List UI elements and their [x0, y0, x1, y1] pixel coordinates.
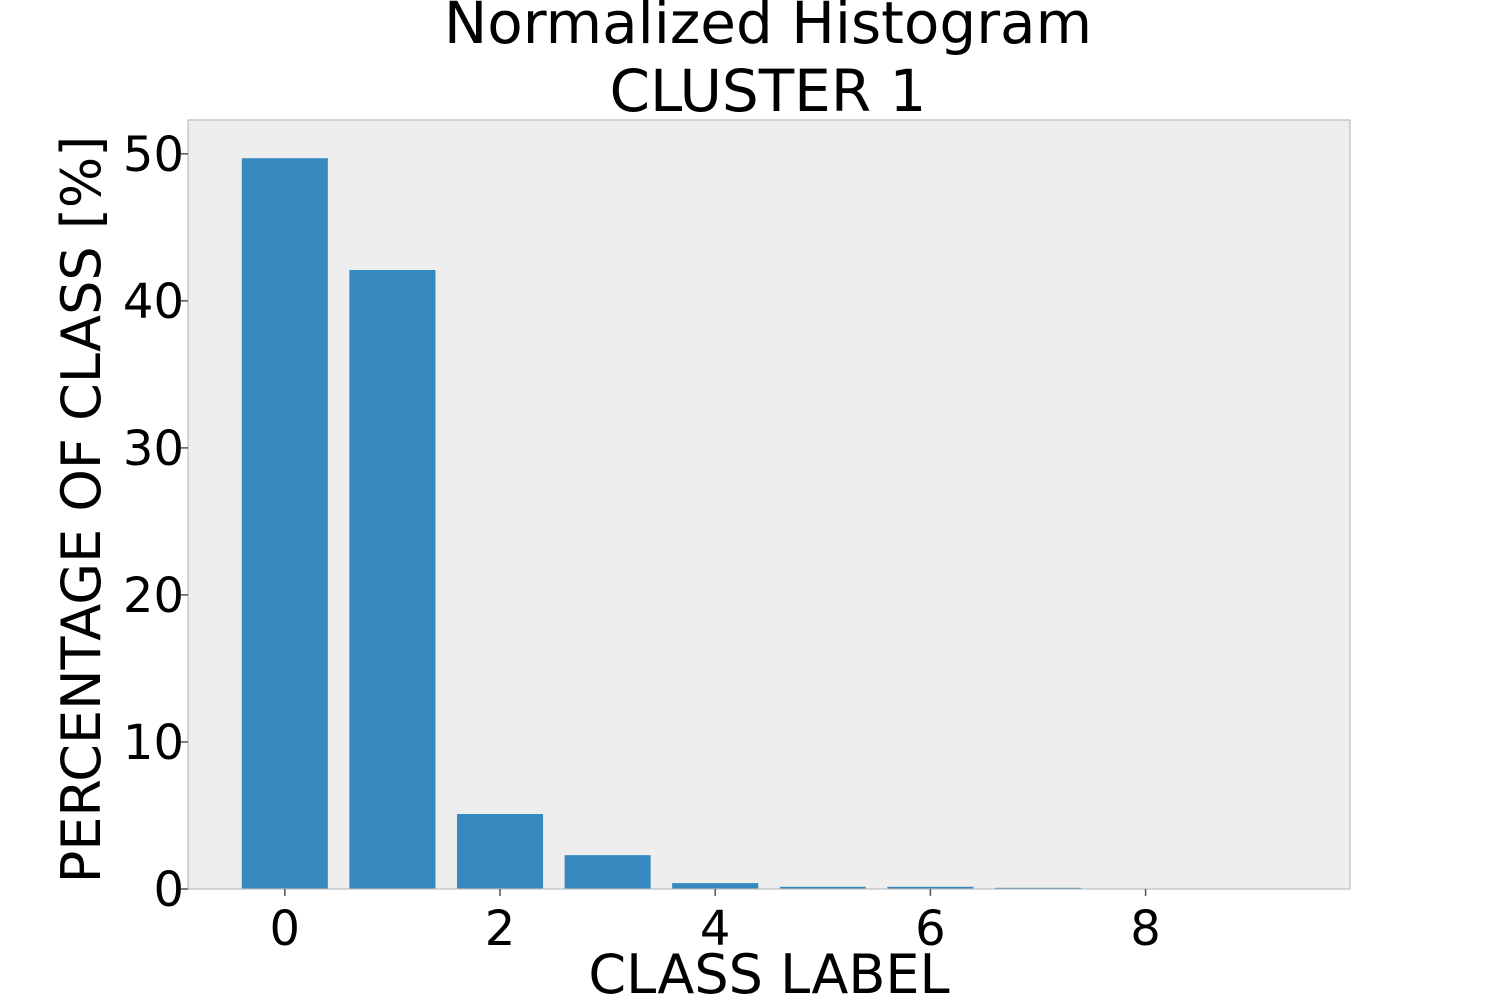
x-tick-label: 2 [485, 901, 516, 957]
bar-class-5 [779, 886, 866, 889]
chart-subtitle: CLUSTER 1 [609, 57, 927, 125]
bars-group [241, 158, 1082, 890]
plot-frame [187, 119, 1351, 890]
chart-title: Normalized Histogram [443, 0, 1093, 57]
x-tick-label: 8 [1130, 901, 1161, 957]
x-tick-label: 6 [915, 901, 946, 957]
bar-class-6 [887, 886, 974, 889]
x-axis-label: CLASS LABEL [588, 943, 949, 1000]
y-tick-label: 40 [123, 274, 184, 330]
bar-class-2 [456, 814, 544, 889]
y-tick-label: 0 [153, 862, 184, 918]
bar-class-3 [564, 855, 651, 889]
y-tick-label: 50 [123, 127, 184, 183]
bar-class-1 [349, 269, 436, 889]
x-axis: 0 2 4 6 8 [270, 889, 1161, 957]
y-tick-label: 10 [123, 715, 184, 771]
y-tick-label: 30 [123, 421, 184, 477]
bar-class-4 [672, 883, 759, 889]
y-axis: 0 10 20 30 40 50 [123, 127, 188, 918]
y-tick-label: 20 [123, 568, 184, 624]
bar-class-0 [241, 158, 328, 890]
y-axis-label: PERCENTAGE OF CLASS [%] [50, 136, 113, 884]
x-tick-label: 4 [700, 901, 731, 957]
x-tick-label: 0 [270, 901, 301, 957]
